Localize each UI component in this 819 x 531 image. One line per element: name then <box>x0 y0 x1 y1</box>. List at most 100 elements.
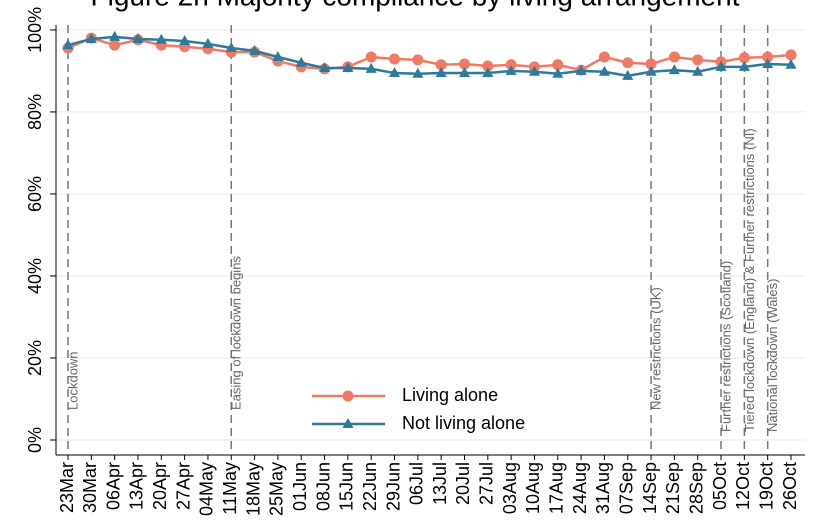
data-point <box>645 65 657 76</box>
legend-marker <box>342 390 354 402</box>
data-point <box>249 44 261 55</box>
x-tick-label: 23Mar <box>57 462 77 513</box>
data-point <box>762 57 774 68</box>
x-tick-label: 08Jun <box>313 462 333 511</box>
data-point <box>762 51 774 63</box>
data-point <box>412 54 424 66</box>
y-tick-label: 20% <box>25 340 45 376</box>
x-tick-label: 04May <box>197 462 217 516</box>
data-point <box>622 57 634 69</box>
series-line <box>67 35 792 78</box>
data-point <box>598 65 610 76</box>
data-point <box>109 39 121 51</box>
y-tick-label: 60% <box>25 176 45 212</box>
x-tick-label: 22Jun <box>360 462 380 511</box>
y-tick-label: 80% <box>25 94 45 130</box>
data-point <box>412 67 424 78</box>
x-tick-label: 07Sep <box>616 462 636 514</box>
y-tick-label: 100% <box>25 7 45 53</box>
data-point <box>785 49 797 61</box>
data-point <box>738 52 750 64</box>
data-point <box>435 59 447 71</box>
annotation-text: National lockdown (Wales) <box>765 279 780 432</box>
x-tick-label: 06Jul <box>407 462 427 505</box>
x-tick-label: 28Sep <box>686 462 706 514</box>
x-tick-label: 27Jul <box>477 462 497 505</box>
chart-title: Figure 2n Majority compliance by living … <box>91 0 740 11</box>
x-tick-label: 25May <box>267 462 287 516</box>
data-point <box>552 59 564 71</box>
annotation-text: Tiered lockdown (England) & Further rest… <box>742 128 757 432</box>
annotation-text: Lockdown <box>65 351 80 410</box>
x-tick-label: 20Jul <box>453 462 473 505</box>
data-point <box>202 37 214 48</box>
x-tick-label: 24Aug <box>570 462 590 514</box>
data-point <box>598 51 610 63</box>
x-tick-label: 29Jun <box>383 462 403 511</box>
x-tick-label: 18May <box>243 462 263 516</box>
x-tick-label: 17Aug <box>547 462 567 514</box>
data-point <box>85 32 97 43</box>
x-tick-label: 26Oct <box>780 462 800 510</box>
legend-label: Living alone <box>402 385 498 405</box>
x-tick-label: 31Aug <box>593 462 613 514</box>
x-tick-label: 11May <box>220 462 240 515</box>
legend-label: Not living alone <box>402 413 525 433</box>
data-point <box>482 60 494 72</box>
data-point <box>389 66 401 77</box>
data-point <box>622 69 634 80</box>
data-point <box>435 66 447 77</box>
data-point <box>109 30 121 41</box>
x-tick-label: 21Sep <box>663 462 683 514</box>
x-tick-label: 19Oct <box>756 462 776 510</box>
x-tick-label: 14Sep <box>640 462 660 514</box>
data-point <box>272 50 284 61</box>
y-tick-label: 0% <box>25 427 45 453</box>
data-point <box>365 62 377 73</box>
data-point <box>738 60 750 71</box>
data-point <box>785 58 797 69</box>
data-point <box>365 51 377 63</box>
annotation-text: Easing of lockdown begins <box>229 256 244 410</box>
data-point <box>458 66 470 77</box>
x-tick-label: 10Aug <box>523 462 543 514</box>
data-point <box>342 62 354 73</box>
data-point <box>692 65 704 76</box>
data-point <box>505 59 517 71</box>
data-point <box>668 51 680 63</box>
data-point <box>645 58 657 70</box>
data-point <box>575 64 587 75</box>
data-point <box>528 65 540 76</box>
data-point <box>132 32 144 43</box>
annotation-text: Further restrictions (Scotland) <box>718 261 733 432</box>
x-tick-label: 13Jul <box>430 462 450 505</box>
x-tick-label: 20Apr <box>150 462 170 510</box>
data-point <box>482 66 494 77</box>
x-tick-label: 01Jun <box>290 462 310 511</box>
x-tick-label: 05Oct <box>710 462 730 510</box>
x-tick-label: 06Apr <box>103 462 123 510</box>
y-tick-label: 40% <box>25 258 45 294</box>
data-point <box>225 41 237 52</box>
data-point <box>715 60 727 71</box>
data-point <box>62 39 74 50</box>
data-point <box>295 56 307 67</box>
data-point <box>179 34 191 45</box>
data-point <box>458 58 470 70</box>
x-tick-label: 15Jun <box>337 462 357 511</box>
annotation-text: New restrictions (UK) <box>649 287 664 410</box>
data-point <box>389 53 401 65</box>
x-tick-label: 13Apr <box>127 462 147 510</box>
x-tick-label: 12Oct <box>733 462 753 510</box>
data-point <box>692 54 704 66</box>
series-line <box>67 36 792 72</box>
x-tick-label: 30Mar <box>80 462 100 513</box>
data-point <box>505 64 517 75</box>
x-tick-label: 03Aug <box>500 462 520 514</box>
x-tick-label: 27Apr <box>173 462 193 510</box>
data-point <box>552 67 564 78</box>
data-point <box>155 33 167 44</box>
data-point <box>668 64 680 75</box>
legend-marker <box>342 418 354 428</box>
